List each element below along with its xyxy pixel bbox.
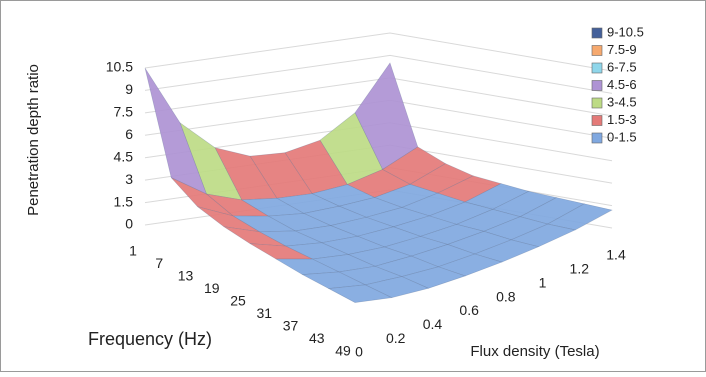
legend-label: 3-4.5 (607, 94, 637, 109)
z-tick-label: 1.5 (114, 193, 134, 209)
grid-line (144, 54, 613, 94)
z-tick-label: 7.5 (114, 104, 134, 120)
z-tick-label: 6 (125, 126, 133, 142)
y-tick-label: 1.2 (570, 261, 590, 277)
y-tick-label: 1.4 (606, 247, 626, 263)
x-tick-label: 19 (204, 280, 220, 296)
surface-patch (400, 266, 467, 289)
x-tick-label: 49 (335, 343, 351, 359)
z-tick-label: 4.5 (114, 148, 134, 164)
y-tick-label: 0.8 (496, 288, 516, 304)
x-tick-label: 43 (309, 330, 325, 346)
legend-swatch (591, 80, 603, 91)
legend-swatch (591, 97, 603, 109)
legend-swatch (591, 115, 603, 126)
x-tick-label: 7 (155, 255, 163, 271)
grid-line (144, 32, 613, 72)
legend-swatch (591, 27, 603, 39)
z-tick-label: 9 (125, 81, 133, 97)
legend-label: 1.5-3 (607, 112, 637, 127)
z-tick-label: 10.5 (106, 59, 133, 75)
legend-swatch (591, 62, 603, 74)
x-tick-label: 31 (256, 305, 272, 321)
z-tick-label: 3 (125, 171, 133, 187)
y-tick-label: 0.6 (459, 302, 479, 318)
surface-patch (327, 284, 393, 303)
surface-patch (510, 223, 577, 248)
x-tick-label: 25 (230, 293, 246, 309)
y-axis-title: Flux density (Tesla) (470, 343, 599, 360)
y-tick-label: 0 (355, 344, 363, 360)
x-tick-label: 1 (129, 243, 137, 259)
z-axis-title: Penetration depth ratio (25, 64, 42, 216)
legend-label: 6-7.5 (607, 59, 637, 74)
legend-label: 7.5-9 (607, 42, 637, 57)
x-tick-label: 37 (283, 318, 299, 334)
x-tick-label: 13 (178, 268, 194, 284)
legend-label: 4.5-6 (607, 77, 637, 92)
surface-patch (473, 239, 540, 263)
z-tick-label: 0 (125, 216, 133, 232)
y-tick-label: 0.2 (386, 330, 406, 346)
legend-label: 9-10.5 (607, 24, 644, 39)
legend-swatch (591, 45, 603, 56)
y-tick-label: 1 (539, 274, 547, 290)
y-tick-label: 0.4 (423, 316, 443, 332)
legend-label: 0-1.5 (607, 129, 637, 144)
legend-swatch (591, 132, 603, 144)
surface-patch (437, 253, 503, 277)
x-axis-title: Frequency (Hz) (88, 329, 212, 349)
